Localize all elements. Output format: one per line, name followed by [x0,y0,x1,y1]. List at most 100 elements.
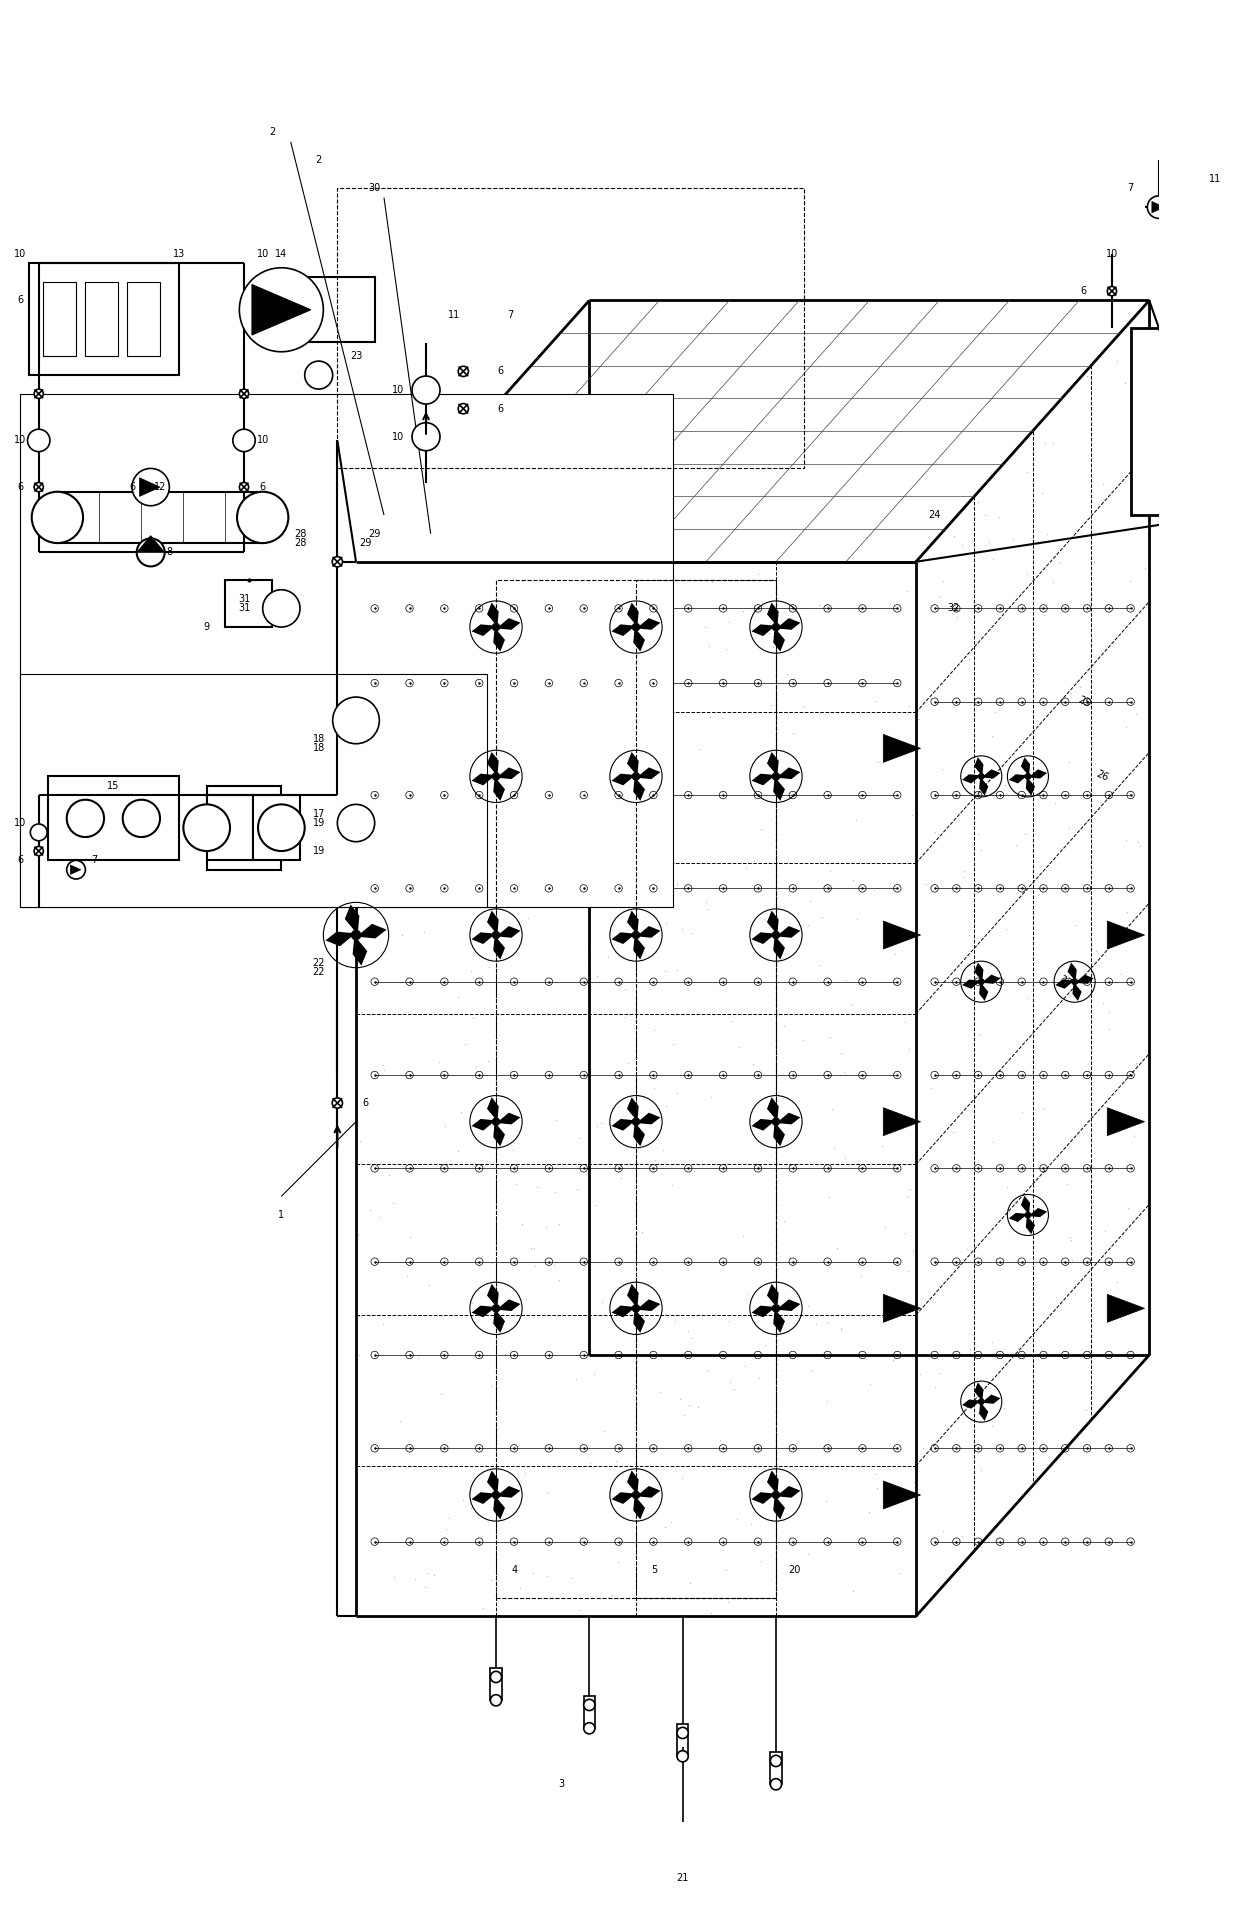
Point [373,1309,393,1340]
Polygon shape [1055,980,1073,988]
Point [589,648,609,678]
Point [864,875,884,906]
Point [481,1565,501,1596]
Point [611,1162,631,1192]
Point [479,1045,498,1076]
Circle shape [773,931,780,938]
Text: 19: 19 [312,847,325,856]
Point [384,1561,404,1592]
Polygon shape [962,1399,980,1408]
Point [594,1416,614,1447]
Point [1102,1299,1122,1330]
Point [861,1368,880,1399]
Polygon shape [252,285,311,334]
Point [615,1001,635,1032]
Point [802,1355,822,1385]
Point [847,805,867,835]
Point [931,1571,951,1601]
Point [831,1315,851,1345]
Point [569,1594,589,1624]
Point [455,1028,475,1059]
Point [1086,934,1106,965]
Point [481,1370,501,1401]
Point [401,1221,420,1252]
Polygon shape [494,629,505,652]
Polygon shape [768,751,779,774]
Point [932,1515,952,1546]
Point [587,594,606,625]
Point [866,1458,885,1489]
Polygon shape [494,1311,505,1332]
Circle shape [773,1118,780,1126]
Point [372,1049,392,1080]
Point [583,678,603,709]
Bar [207,785,281,870]
Polygon shape [487,1097,498,1120]
Point [432,778,451,808]
Point [526,617,546,648]
Text: 6: 6 [259,296,265,306]
Point [569,1124,589,1154]
Polygon shape [883,921,920,950]
Point [754,904,774,934]
Point [460,1492,480,1523]
Polygon shape [975,1382,983,1401]
Point [801,887,821,917]
Point [672,913,692,944]
Point [591,1286,611,1317]
Point [605,761,625,791]
Point [393,818,413,848]
Point [515,1458,534,1489]
Point [474,698,494,728]
Point [743,1049,763,1080]
Point [546,606,565,636]
Polygon shape [325,933,353,946]
Point [711,1424,730,1454]
Point [735,1351,755,1382]
Point [965,982,985,1013]
Circle shape [632,772,640,780]
Point [1118,1192,1138,1223]
Point [449,982,469,1013]
Point [1094,988,1114,1019]
Bar [1131,329,1240,516]
Point [868,747,888,778]
Point [667,1078,687,1108]
Bar [677,1724,688,1756]
Point [982,1326,1002,1357]
Circle shape [632,1118,640,1126]
Point [622,745,642,776]
Circle shape [184,805,231,850]
Circle shape [32,491,83,543]
Circle shape [632,1491,640,1498]
Bar [86,281,118,357]
Point [1061,1225,1081,1256]
Point [738,1278,758,1309]
Polygon shape [487,602,498,625]
Point [656,956,676,986]
Point [916,868,936,898]
Circle shape [632,931,640,938]
Point [970,1019,990,1049]
Point [985,462,1004,493]
Polygon shape [751,1120,774,1131]
Point [517,889,537,919]
Point [463,1288,482,1319]
Point [811,950,831,980]
Point [639,1428,658,1458]
Point [448,1135,467,1166]
Point [644,1015,663,1045]
Point [523,1557,543,1588]
Point [831,1313,851,1343]
Point [1070,671,1090,701]
Polygon shape [358,923,387,938]
Point [925,1372,945,1403]
Point [773,1084,792,1114]
Point [479,554,498,585]
Polygon shape [983,1395,1001,1405]
Circle shape [978,1399,985,1405]
Polygon shape [768,602,779,625]
Polygon shape [627,910,639,933]
Point [1066,910,1086,940]
Point [511,1573,531,1603]
